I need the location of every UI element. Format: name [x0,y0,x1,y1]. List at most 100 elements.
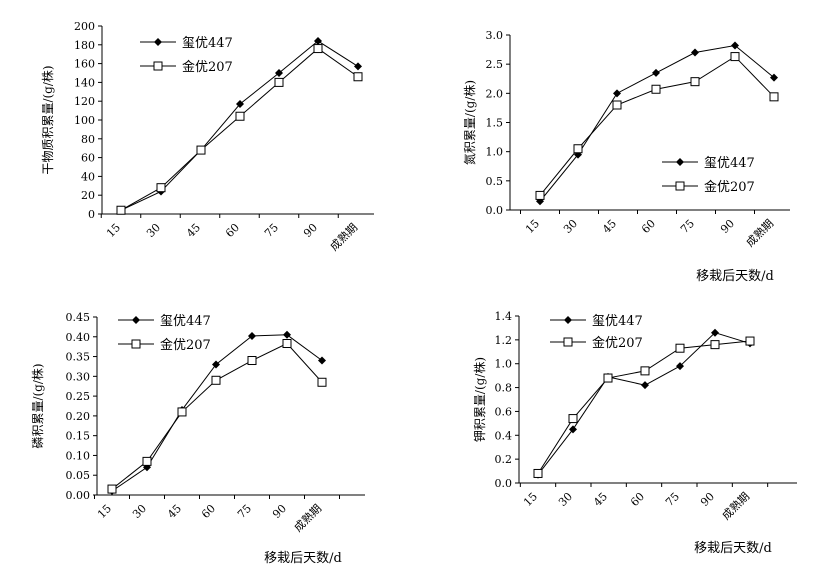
x-tick-label: 60 [628,490,647,509]
legend-marker [132,316,140,324]
y-tick-label: 1.5 [486,117,504,130]
y-tick-label: 100 [74,114,95,127]
x-tick-label: 45 [184,221,203,240]
data-point [236,100,244,109]
x-tick-label: 45 [600,217,619,236]
legend-label: 金优207 [704,179,755,195]
y-axis-title: 磷积累量/(g/株) [30,363,45,448]
x-tick-label: 60 [199,502,218,521]
series-line-2 [537,340,751,474]
x-tick-label: 90 [301,221,320,240]
y-tick-label: 1.0 [495,358,513,371]
y-tick-label: 180 [74,39,95,52]
legend-marker [563,337,573,347]
x-tick-label: 15 [521,490,540,509]
y-tick-label: 0.40 [66,331,91,344]
x-axis-title: 移栽后天数/d [694,540,772,556]
x-tick-label: 75 [678,217,697,236]
y-tick-label: 0.6 [495,405,513,418]
y-tick-label: 3.0 [486,29,504,42]
legend-marker [676,158,684,166]
data-point [711,328,719,337]
y-tick-label: 0.15 [66,430,91,443]
legend-marker [153,61,163,71]
data-point [275,69,283,77]
x-tick-label: 成熟期 [743,216,776,249]
y-tick-label: 0.5 [486,175,504,188]
x-tick-label: 成熟期 [327,220,360,253]
data-point [313,44,323,54]
x-tick-label: 45 [165,502,184,521]
x-tick-label: 75 [262,221,281,240]
y-tick-label: 0.0 [495,477,513,490]
y-tick-label: 40 [81,170,95,183]
chart-panel-1: 0 20 40 60 80 100 120 140 160 180 200 15 30 45 60 75 90 成… [40,20,374,253]
data-point [652,68,660,77]
x-tick-label: 60 [639,217,658,236]
legend-marker [675,181,685,191]
data-point [569,425,577,434]
data-point [690,77,700,87]
y-tick-label: 0.00 [66,489,91,502]
x-tick-label: 15 [523,217,542,236]
x-tick-label: 75 [235,502,254,521]
data-point [731,41,739,50]
data-point [769,92,779,102]
data-point [640,366,650,376]
chart-panel-4: 0.0 0.2 0.4 0.6 0.8 1.0 1.2 1.4 15 30 45 60 75 90 成熟期 钾… [472,310,797,556]
x-tick-label: 30 [561,217,580,236]
data-point [691,48,699,57]
x-tick-label: 60 [223,221,242,240]
data-point [156,183,166,193]
x-tick-label: 90 [270,502,289,521]
y-tick-label: 2.5 [486,58,504,71]
series-line-2 [539,55,775,196]
data-point [730,52,740,62]
y-tick-label: 20 [81,189,95,202]
y-tick-label: 0.30 [66,370,91,383]
y-axis-title: 氮积累量/(g/株) [462,80,477,165]
data-point [283,330,291,339]
data-point [770,73,778,82]
y-tick-label: 0.20 [66,410,91,423]
data-point [177,407,187,417]
data-point [353,72,363,82]
data-point [107,484,117,494]
legend-label: 玺优447 [182,36,233,51]
data-point [196,145,206,155]
y-tick-label: 0.45 [66,311,91,324]
y-tick-label: 1.4 [495,310,513,323]
x-tick-label: 15 [95,502,114,521]
x-tick-label: 45 [591,490,610,509]
y-tick-label: 140 [74,76,95,89]
data-point [613,89,621,98]
data-point [274,77,284,87]
x-tick-label: 30 [556,490,575,509]
data-point [641,381,649,390]
data-point [248,331,256,340]
data-point [314,37,322,46]
y-tick-label: 0.10 [66,449,91,462]
y-tick-label: 80 [81,133,95,146]
data-point [568,414,578,424]
x-tick-label: 30 [130,502,149,521]
y-tick-label: 0.05 [66,469,91,482]
data-point [211,375,221,385]
data-point [317,377,327,387]
x-tick-label: 90 [698,490,717,509]
x-tick-label: 90 [718,217,737,236]
x-tick-label: 30 [144,221,163,240]
data-point [235,111,245,121]
chart-panel-2: 0.0 0.5 1.0 1.5 2.0 2.5 3.0 15 30 45 60 75 90 成熟期 氮积累量… [462,29,790,284]
data-point [612,100,622,110]
data-point [247,356,257,366]
data-point [651,84,661,94]
data-point [603,373,613,383]
y-tick-label: 0.2 [495,453,513,466]
y-tick-label: 0.25 [66,390,91,403]
data-point [354,62,362,71]
legend-marker [564,316,572,324]
legend-label: 金优207 [182,59,233,75]
y-tick-label: 0.35 [66,351,91,364]
x-tick-label: 75 [663,490,682,509]
